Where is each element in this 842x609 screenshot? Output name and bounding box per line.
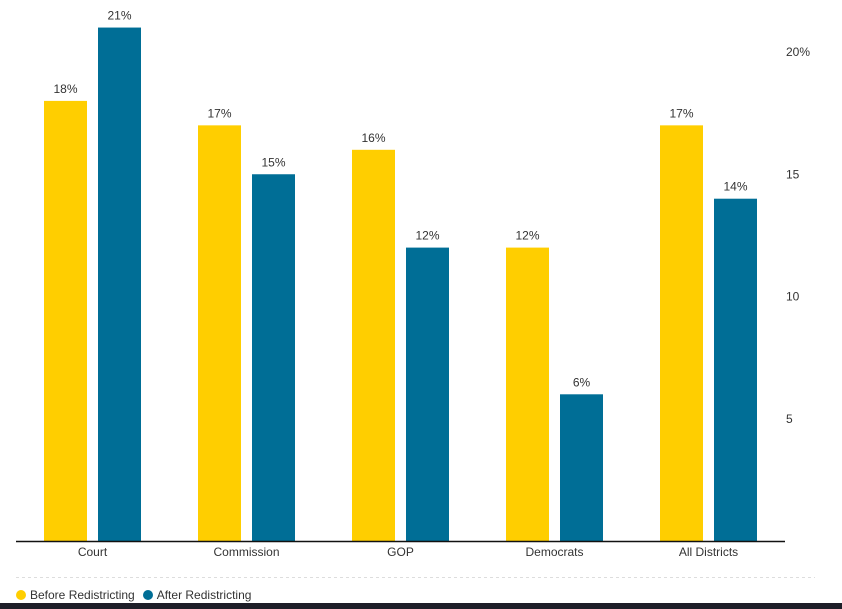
bar-before <box>198 125 241 541</box>
bar-before <box>352 149 395 542</box>
x-tick-label: All Districts <box>679 545 738 559</box>
bar-after <box>98 27 141 542</box>
y-tick-label: 10 <box>786 290 800 304</box>
legend-label-before: Before Redistricting <box>30 588 135 602</box>
y-tick-label: 20% <box>786 45 810 59</box>
bar-before <box>660 125 703 541</box>
bar-after <box>406 247 449 541</box>
data-label: 12% <box>515 229 539 243</box>
data-label: 6% <box>573 375 591 389</box>
legend-swatch-before <box>16 590 26 600</box>
data-label: 15% <box>261 155 285 169</box>
y-tick-label: 5 <box>786 412 793 426</box>
x-tick-label: Commission <box>213 545 279 559</box>
data-label: 21% <box>107 9 131 23</box>
legend-swatch-after <box>142 590 153 600</box>
bar-after <box>714 198 757 541</box>
x-tick-label: Court <box>78 545 108 559</box>
data-label: 17% <box>207 106 231 120</box>
y-tick-label: 15 <box>786 167 800 181</box>
x-tick-label: Democrats <box>525 545 583 559</box>
data-label: 18% <box>53 82 77 96</box>
bar-after <box>252 174 295 541</box>
taskbar <box>0 603 842 609</box>
legend: Before Redistricting After Redistricting <box>16 588 259 602</box>
legend-label-after: After Redistricting <box>156 588 252 602</box>
bar-before <box>506 247 549 541</box>
data-label: 14% <box>723 180 747 194</box>
bar-after <box>560 394 603 541</box>
data-label: 17% <box>669 106 693 120</box>
x-tick-label: GOP <box>387 545 414 559</box>
data-label: 12% <box>415 229 439 243</box>
bar-before <box>44 100 87 542</box>
data-label: 16% <box>361 131 385 145</box>
